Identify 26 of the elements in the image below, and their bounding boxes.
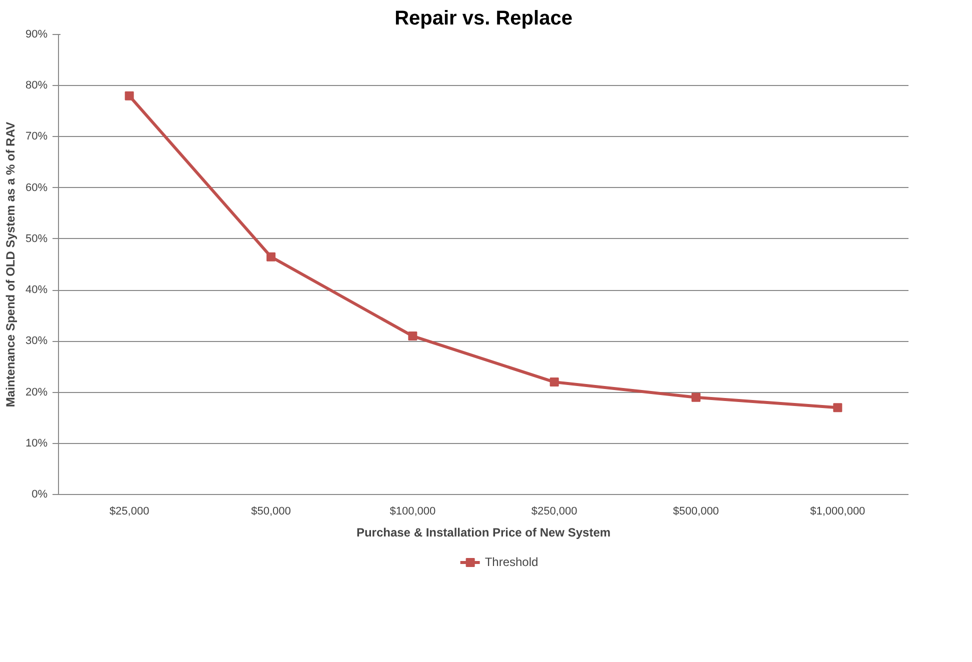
x-tick-label: $100,000 <box>390 506 436 518</box>
point <box>408 332 418 341</box>
y-tick-label: 80% <box>25 80 48 92</box>
x-axis-title: Purchase & Installation Price of New System <box>356 526 611 540</box>
x-tick-label: $250,000 <box>531 506 578 518</box>
y-tick-label: 70% <box>25 130 48 143</box>
point <box>692 392 700 402</box>
point <box>833 403 842 412</box>
point <box>266 252 276 262</box>
y-tick-label: 90% <box>25 28 48 40</box>
y-tick-label: 10% <box>25 437 48 450</box>
y-tick-label: 60% <box>25 182 48 194</box>
x-tick-label: $50,000 <box>251 506 291 518</box>
chart-title: Repair vs. Replace <box>394 8 572 30</box>
y-tick-label: 50% <box>25 232 48 245</box>
y-tick-label: 40% <box>25 284 48 296</box>
x-tick-label: $500,000 <box>673 506 719 518</box>
y-tick-label: 20% <box>25 386 48 398</box>
legend-label: Threshold <box>484 555 538 569</box>
point <box>124 91 134 100</box>
y-axis-title: Maintenance Spend of OLD System as a % of RAV <box>3 122 18 408</box>
y-tick-label: 30% <box>25 335 48 348</box>
y-tick-label: 0% <box>32 488 48 500</box>
point <box>550 378 559 387</box>
x-tick-label: $25,000 <box>109 506 150 518</box>
x-tick-label: $1,000,000 <box>810 506 866 518</box>
